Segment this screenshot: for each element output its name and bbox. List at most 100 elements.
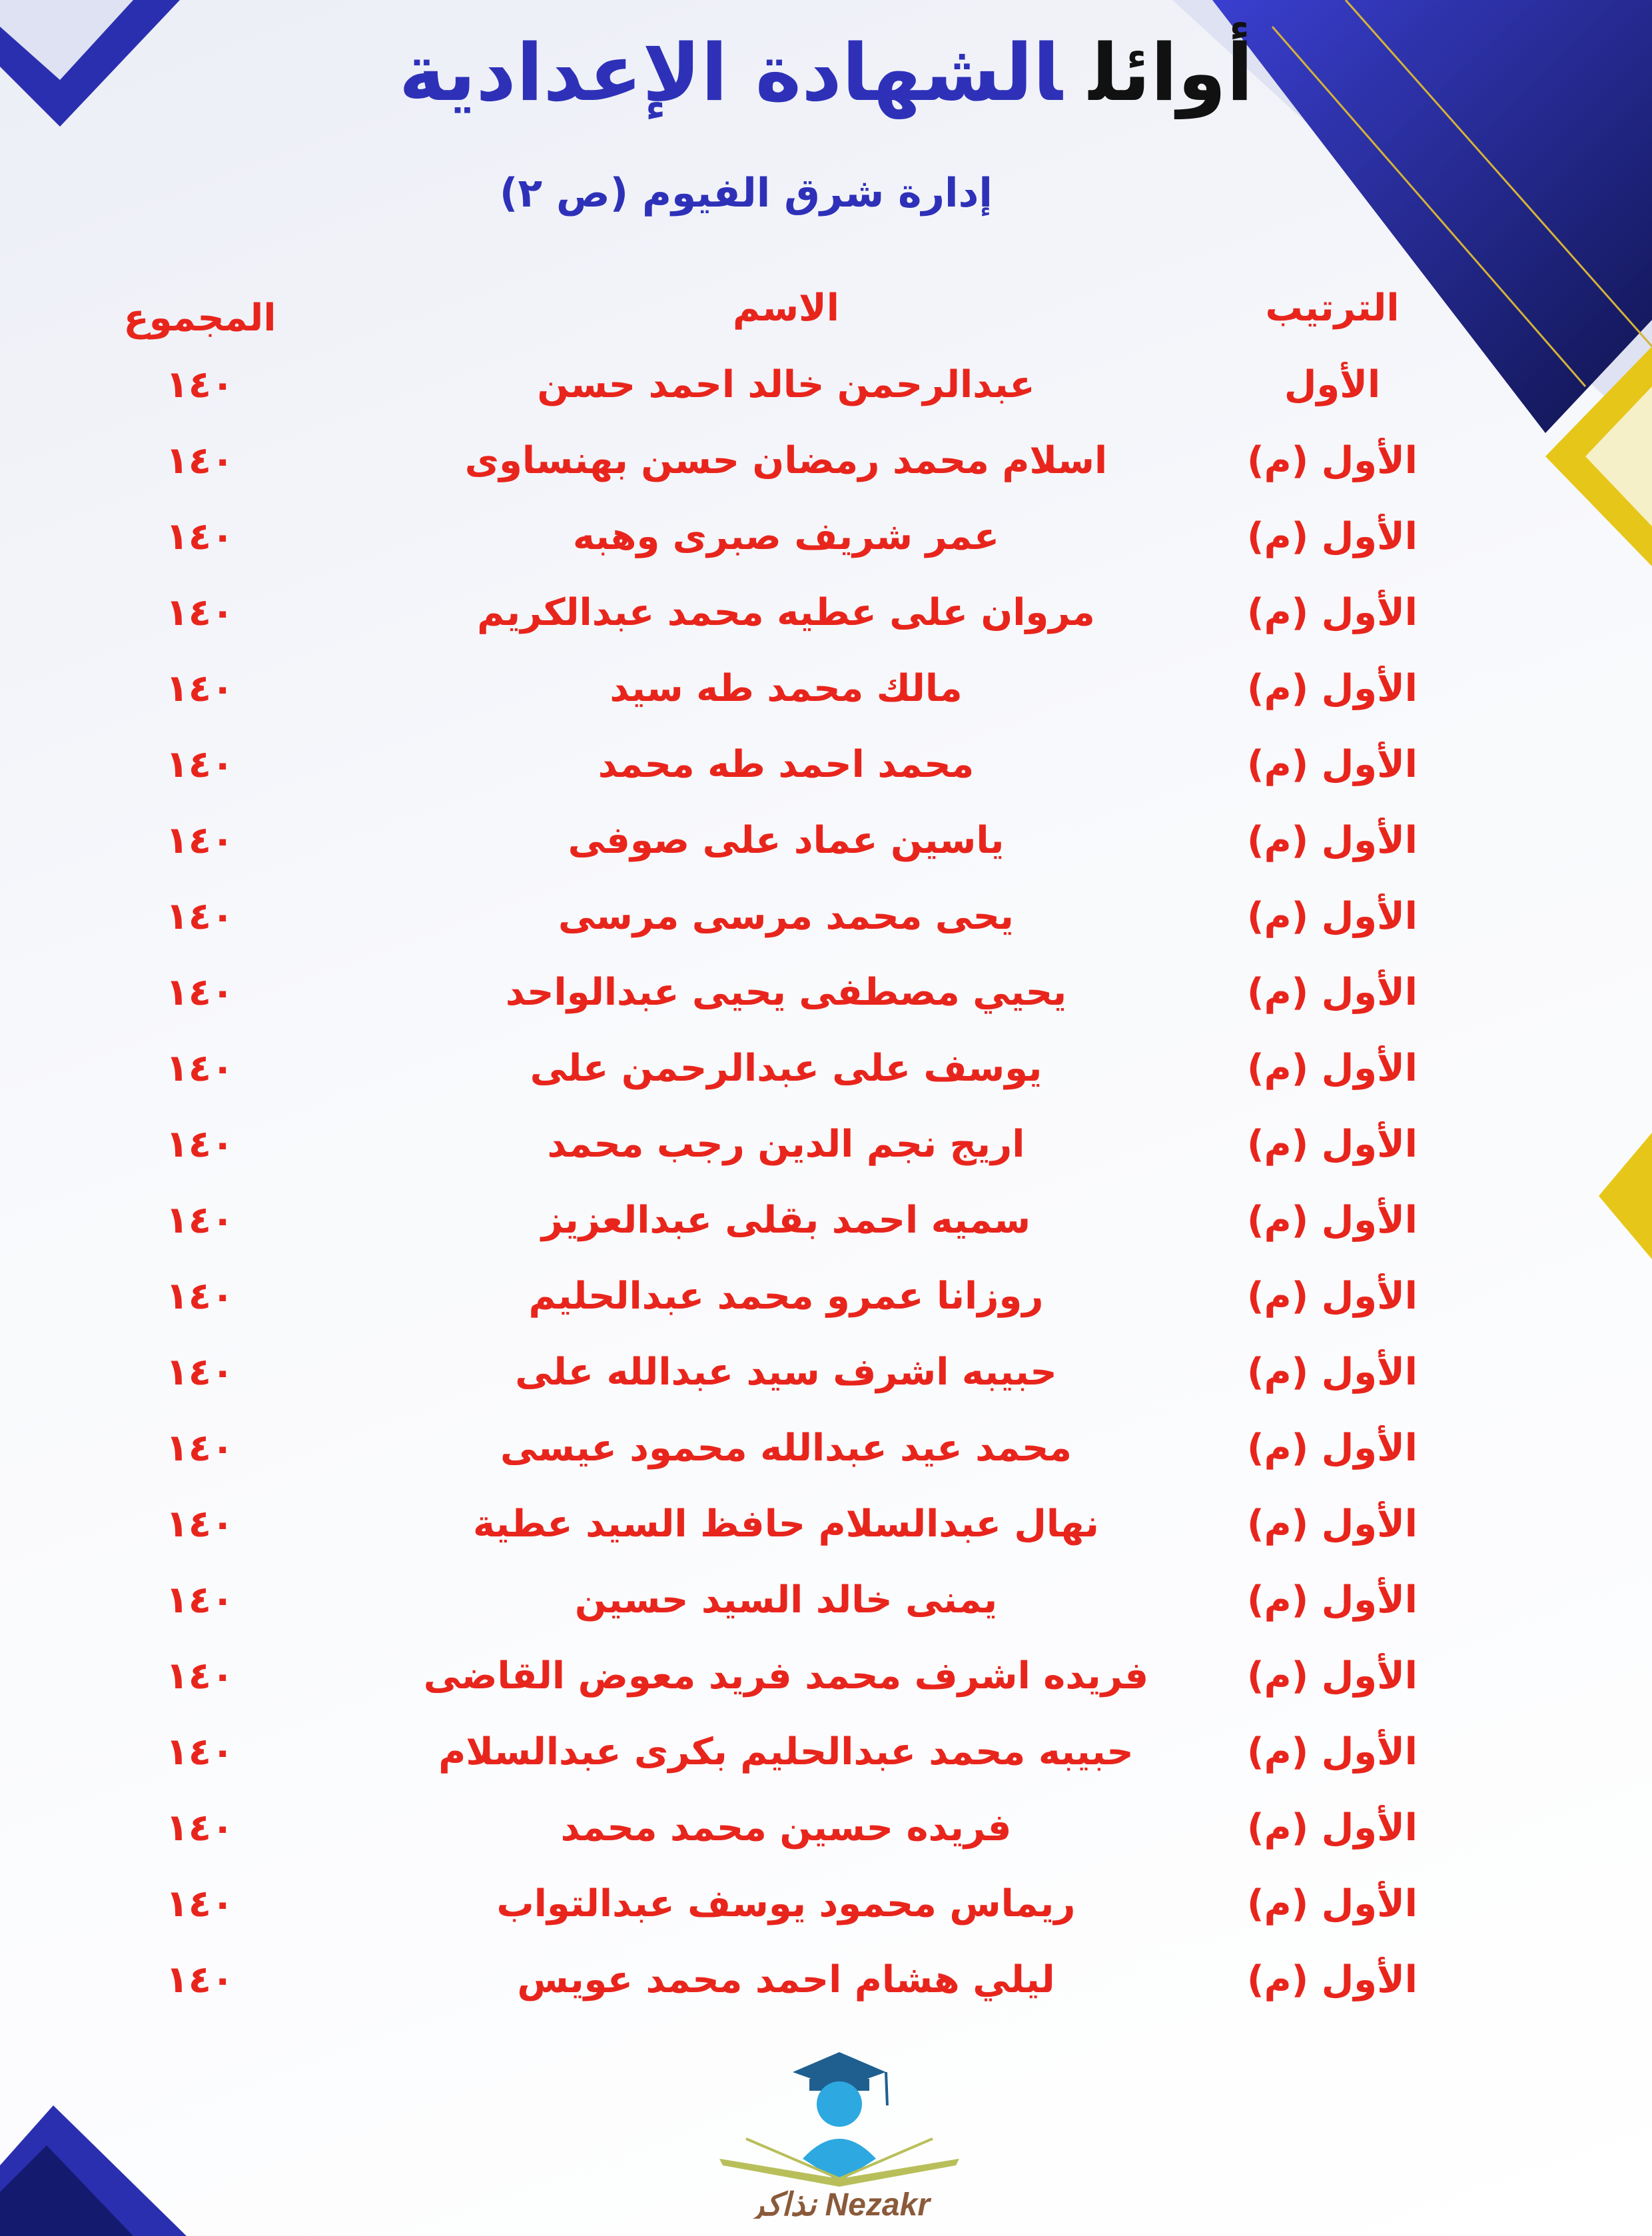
rank-cell: الأول (م) [1246,1199,1418,1242]
name-cell: يوسف على عبدالرحمن على [530,1047,1042,1090]
nezakr-logo: Nezakr نذاكر [719,2052,959,2219]
table-row: الأول (م) محمد عيد عبدالله محمود عيسى ١٤٠ [0,1426,1652,1502]
total-cell: ١٤٠ [165,819,234,862]
table-row: الأول (م) يوسف على عبدالرحمن على ١٤٠ [0,1047,1652,1123]
total-cell: ١٤٠ [165,1426,234,1470]
subtitle: إدارة شرق الفيوم (ص ٢) [500,170,993,217]
total-cell: ١٤٠ [165,591,234,634]
name-cell: يمنى خالد السيد حسين [574,1578,998,1622]
total-cell: ١٤٠ [165,363,234,406]
name-cell: محمد احمد طه محمد [598,743,975,786]
rank-cell: الأول (م) [1246,1578,1418,1622]
name-cell: حبيبه اشرف سيد عبدالله على [515,1351,1057,1394]
rank-cell: الأول (م) [1246,1730,1418,1774]
table-row: الأول (م) ليلي هشام احمد محمد عويس ١٤٠ [0,1958,1652,2034]
page-title: أوائل الشهادة الإعدادية [0,27,1652,119]
name-cell: اسلام محمد رمضان حسن بهنساوى [464,439,1108,482]
name-cell: ليلي هشام احمد محمد عويس [517,1958,1055,2001]
rank-cell: الأول (م) [1246,591,1418,634]
name-cell: عمر شريف صبرى وهبه [572,515,1000,558]
title-part2: الشهادة الإعدادية [398,27,1062,119]
table-row: الأول (م) فريده حسين محمد محمد ١٤٠ [0,1806,1652,1882]
total-cell: ١٤٠ [165,1351,234,1394]
total-cell: ١٤٠ [165,1578,234,1622]
column-header-name: الاسم [733,286,839,330]
rank-cell: الأول (م) [1246,1882,1418,1926]
table-row: الأول (م) اسلام محمد رمضان حسن بهنساوى ١٤٠ [0,439,1652,515]
rank-cell: الأول (م) [1246,667,1418,710]
total-cell: ١٤٠ [165,1882,234,1926]
name-cell: نهال عبدالسلام حافظ السيد عطية [473,1502,1099,1546]
total-cell: ١٤٠ [165,1654,234,1698]
decor-bottom-left [0,2105,187,2236]
decor-right-gold-2 [1599,1133,1652,1259]
name-cell: ياسين عماد على صوفى [568,819,1005,862]
decor-right-gold [1545,346,1652,566]
total-cell: ١٤٠ [165,1730,234,1774]
rank-cell: الأول (م) [1246,895,1418,938]
total-cell: ١٤٠ [165,1199,234,1242]
table-row: الأول (م) اريج نجم الدين رجب محمد ١٤٠ [0,1123,1652,1199]
rank-cell: الأول (م) [1246,743,1418,786]
rank-cell: الأول (م) [1246,1275,1418,1318]
total-cell: ١٤٠ [165,515,234,558]
column-header-rank: الترتيب [1265,286,1400,330]
table-row: الأول (م) يحيي مصطفى يحيى عبدالواحد ١٤٠ [0,971,1652,1047]
name-cell: مالك محمد طه سيد [610,667,963,710]
total-cell: ١٤٠ [165,1958,234,2001]
name-cell: محمد عيد عبدالله محمود عيسى [500,1426,1072,1470]
total-cell: ١٤٠ [165,1502,234,1546]
total-cell: ١٤٠ [165,743,234,786]
rank-cell: الأول (م) [1246,1123,1418,1166]
table-row: الأول (م) سميه احمد بقلى عبدالعزيز ١٤٠ [0,1199,1652,1275]
table-row: الأول (م) يمنى خالد السيد حسين ١٤٠ [0,1578,1652,1654]
total-cell: ١٤٠ [165,1806,234,1850]
name-cell: مروان على عطيه محمد عبدالكريم [477,591,1095,634]
table-row: الأول (م) نهال عبدالسلام حافظ السيد عطية ١… [0,1502,1652,1578]
column-header-total: المجموع [123,296,276,340]
table-row: الأول (م) محمد احمد طه محمد ١٤٠ [0,743,1652,819]
total-cell: ١٤٠ [165,1047,234,1090]
name-cell: حبيبه محمد عبدالحليم بكرى عبدالسلام [438,1730,1134,1774]
table-row: الأول (م) ياسين عماد على صوفى ١٤٠ [0,819,1652,895]
table-row: الأول عبدالرحمن خالد احمد حسن ١٤٠ [0,363,1652,439]
rank-cell: الأول (م) [1246,1654,1418,1698]
total-cell: ١٤٠ [165,1123,234,1166]
table-row: الأول (م) مالك محمد طه سيد ١٤٠ [0,667,1652,743]
table-row: الأول (م) ريماس محمود يوسف عبدالتواب ١٤٠ [0,1882,1652,1958]
table-row: الأول (م) حبيبه اشرف سيد عبدالله على ١٤٠ [0,1351,1652,1426]
rank-cell: الأول (م) [1246,1958,1418,2001]
rank-cell: الأول (م) [1246,515,1418,558]
name-cell: ريماس محمود يوسف عبدالتواب [496,1882,1076,1926]
total-cell: ١٤٠ [165,1275,234,1318]
table-row: الأول (م) عمر شريف صبرى وهبه ١٤٠ [0,515,1652,591]
name-cell: روزانا عمرو محمد عبدالحليم [528,1275,1044,1318]
rank-cell: الأول (م) [1246,1502,1418,1546]
total-cell: ١٤٠ [165,667,234,710]
decor-top-right [1172,0,1652,440]
table-row: الأول (م) مروان على عطيه محمد عبدالكريم ١٤… [0,591,1652,667]
rank-cell: الأول (م) [1246,439,1418,482]
name-cell: فريده اشرف محمد فريد معوض القاضى [423,1654,1149,1698]
total-cell: ١٤٠ [165,895,234,938]
name-cell: اريج نجم الدين رجب محمد [547,1123,1025,1166]
logo-text: Nezakr نذاكر [745,2187,931,2219]
rank-cell: الأول (م) [1246,1426,1418,1470]
total-cell: ١٤٠ [165,439,234,482]
table-row: الأول (م) فريده اشرف محمد فريد معوض القاض… [0,1654,1652,1730]
rank-cell: الأول (م) [1246,1806,1418,1850]
table-row: الأول (م) روزانا عمرو محمد عبدالحليم ١٤٠ [0,1275,1652,1351]
table-row: الأول (م) يحى محمد مرسى مرسى ١٤٠ [0,895,1652,971]
name-cell: يحى محمد مرسى مرسى [558,895,1014,938]
decor-top-left [0,0,180,127]
table-row: الأول (م) حبيبه محمد عبدالحليم بكرى عبدال… [0,1730,1652,1806]
title-part1: أوائل [1088,27,1254,119]
name-cell: سميه احمد بقلى عبدالعزيز [541,1199,1031,1242]
rank-cell: الأول (م) [1246,971,1418,1014]
rank-cell: الأول (م) [1246,1047,1418,1090]
name-cell: فريده حسين محمد محمد [560,1806,1012,1850]
total-cell: ١٤٠ [165,971,234,1014]
name-cell: عبدالرحمن خالد احمد حسن [537,363,1035,406]
rank-cell: الأول (م) [1246,819,1418,862]
